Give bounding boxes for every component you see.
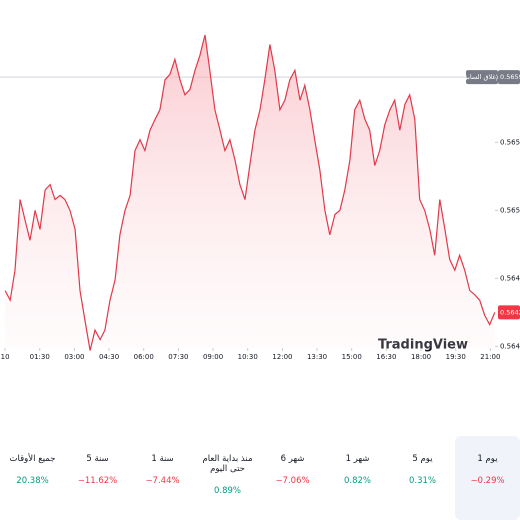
x-tick-label: 19:30 bbox=[446, 353, 466, 361]
x-tick-label: 13:30 bbox=[307, 353, 327, 361]
period-tab[interactable]: 5 يوم 0.31% bbox=[390, 436, 455, 520]
period-label: 5 يوم bbox=[412, 454, 433, 464]
period-label: جميع الأوقات bbox=[9, 454, 56, 464]
x-tick-label: 16:30 bbox=[376, 353, 396, 361]
previous-close-badge bbox=[498, 70, 520, 85]
period-tab[interactable]: جميع الأوقات 20.38% bbox=[0, 436, 65, 520]
previous-close-tag bbox=[466, 70, 498, 85]
period-change: 0.82% bbox=[343, 476, 371, 486]
x-tick-label: 07:30 bbox=[168, 353, 188, 361]
period-label: 1 يوم bbox=[477, 454, 498, 464]
x-tick-label: 01:30 bbox=[30, 353, 50, 361]
period-change: 20.38% bbox=[16, 476, 49, 486]
previous-close-name: الإغلاق السابق bbox=[463, 73, 502, 81]
x-tick-label: 04:30 bbox=[99, 353, 119, 361]
area bbox=[5, 35, 495, 351]
x-tick-label: 21:00 bbox=[480, 353, 500, 361]
period-change: −11.62% bbox=[77, 476, 118, 486]
last-price-value: 0.56425 bbox=[500, 308, 520, 316]
period-label: 1 شهر bbox=[345, 454, 370, 464]
chart: TradingView 0.564000.564500.565000.56550… bbox=[0, 34, 520, 361]
y-tick-label: 0.56550 bbox=[500, 138, 520, 146]
period-tab[interactable]: 6 شهر −7.06% bbox=[260, 436, 325, 520]
period-change: −7.44% bbox=[145, 476, 180, 486]
x-tick-label: 09:00 bbox=[203, 353, 223, 361]
period-label: منذ بداية العام حتى اليوم bbox=[202, 454, 253, 474]
period-tab[interactable]: 5 سنة −11.62% bbox=[65, 436, 130, 520]
period-change: 0.31% bbox=[408, 476, 436, 486]
period-change: −0.29% bbox=[470, 476, 505, 486]
y-tick-label: 0.56450 bbox=[500, 274, 520, 282]
last-price-badge bbox=[498, 305, 520, 320]
period-tab[interactable]: 1 شهر 0.82% bbox=[325, 436, 390, 520]
y-tick-label: 0.56400 bbox=[500, 342, 520, 350]
period-label: 6 شهر bbox=[280, 454, 305, 464]
period-tab[interactable]: منذ بداية العام حتى اليوم 0.89% bbox=[195, 436, 260, 520]
x-tick-label: 18:00 bbox=[411, 353, 431, 361]
period-label: 5 سنة bbox=[86, 454, 109, 464]
period-change: −7.06% bbox=[275, 476, 310, 486]
period-label: 1 سنة bbox=[151, 454, 174, 464]
period-tab[interactable]: 1 سنة −7.44% bbox=[130, 436, 195, 520]
previous-close-value: 0.56598 bbox=[500, 73, 520, 81]
x-tick-label: 10 bbox=[1, 353, 10, 361]
x-tick-label: 03:00 bbox=[64, 353, 84, 361]
periods-bar: 1 يوم −0.29% 5 يوم 0.31% 1 شهر 0.82% 6 شهر −7.0… bbox=[0, 436, 520, 520]
x-tick-label: 06:00 bbox=[134, 353, 154, 361]
period-tab[interactable]: 1 يوم −0.29% bbox=[455, 436, 520, 520]
x-tick-label: 12:00 bbox=[272, 353, 292, 361]
price-line bbox=[4, 34, 496, 351]
y-tick-label: 0.56500 bbox=[500, 206, 520, 214]
x-tick-label: 15:00 bbox=[342, 353, 362, 361]
x-tick-label: 10:30 bbox=[238, 353, 258, 361]
period-change: 0.89% bbox=[213, 486, 241, 496]
